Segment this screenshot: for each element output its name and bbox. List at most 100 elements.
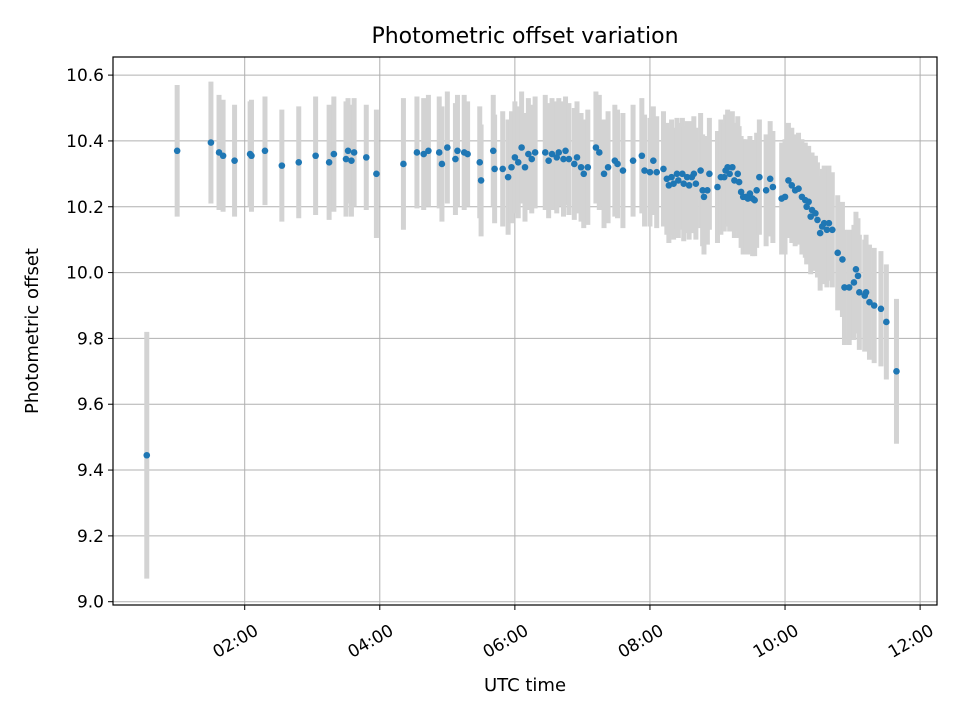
data-point	[499, 165, 507, 173]
data-point	[816, 229, 824, 237]
data-point	[444, 144, 451, 151]
data-point	[814, 216, 821, 224]
data-point	[769, 183, 777, 191]
data-point	[852, 265, 860, 273]
data-point	[619, 167, 627, 174]
data-point	[219, 152, 227, 160]
data-point	[744, 195, 752, 202]
data-point	[312, 152, 319, 160]
plot-frame	[112, 56, 938, 606]
chart-title: Photometric offset variation	[371, 24, 678, 49]
data-point	[762, 186, 770, 194]
y-tick-label: 10.6	[66, 66, 104, 86]
data-point	[734, 170, 742, 178]
data-point	[692, 180, 700, 188]
data-point	[737, 188, 745, 196]
data-point	[278, 162, 286, 169]
data-point	[246, 150, 254, 158]
data-point	[504, 173, 512, 181]
y-tick-label: 10.4	[66, 132, 104, 152]
data-point	[697, 167, 704, 174]
data-point	[714, 183, 721, 191]
data-point	[854, 272, 862, 280]
x-tick-label: 06:00	[480, 621, 532, 663]
data-point	[735, 178, 743, 186]
data-point	[400, 160, 407, 168]
data-point	[788, 182, 796, 189]
data-point	[420, 150, 427, 158]
data-point	[856, 289, 863, 296]
data-point	[670, 180, 677, 188]
data-point	[518, 144, 525, 151]
data-point	[464, 150, 471, 158]
data-point	[685, 182, 693, 189]
y-tick-label: 10.0	[66, 264, 104, 284]
data-point	[595, 149, 603, 156]
y-tick-label: 9.0	[77, 593, 104, 613]
data-point	[690, 170, 698, 178]
data-point	[577, 163, 585, 171]
data-point	[704, 186, 711, 194]
data-point	[751, 196, 758, 204]
data-point	[489, 147, 497, 155]
data-point	[820, 219, 828, 227]
x-axis-label: UTC time	[484, 675, 566, 696]
y-tick-label: 9.2	[77, 527, 104, 547]
data-point	[668, 173, 675, 181]
data-point	[862, 289, 870, 296]
data-point	[720, 173, 728, 181]
data-point	[600, 170, 608, 178]
y-axis-ticks: 9.0 9.2 9.4 9.6 9.8 10.0 10.2 10.4 10.6	[66, 66, 113, 613]
data-point	[683, 173, 691, 181]
data-point	[883, 318, 890, 326]
data-point	[823, 226, 831, 234]
data-point	[565, 155, 573, 163]
data-point	[825, 219, 833, 227]
data-point	[795, 185, 802, 192]
data-point	[592, 144, 600, 151]
y-tick-label: 9.8	[77, 329, 104, 349]
data-point	[342, 155, 350, 163]
x-tick-label: 12:00	[885, 621, 937, 663]
y-tick-label: 9.6	[77, 395, 104, 415]
data-point	[348, 157, 355, 164]
data-point	[893, 368, 900, 375]
data-point	[476, 159, 484, 166]
data-point	[295, 159, 303, 166]
data-point	[839, 256, 846, 263]
data-point	[699, 186, 706, 194]
data-point	[646, 168, 654, 176]
data-point	[207, 139, 215, 146]
data-point	[325, 159, 333, 166]
data-point	[841, 284, 848, 291]
data-point	[573, 154, 581, 161]
data-point	[629, 157, 637, 164]
data-point	[834, 249, 842, 257]
data-point	[604, 163, 612, 171]
data-point	[706, 170, 713, 178]
data-point	[812, 210, 819, 217]
data-point	[525, 150, 532, 158]
data-point	[350, 149, 358, 156]
error-bars	[144, 81, 899, 579]
data-point	[373, 170, 380, 178]
x-tick-label: 02:00	[210, 621, 262, 663]
data-point	[680, 180, 688, 188]
data-point	[521, 163, 529, 171]
data-point	[143, 451, 151, 459]
data-point	[452, 155, 459, 163]
data-point	[756, 173, 763, 181]
data-point	[261, 147, 269, 155]
data-point	[724, 163, 731, 171]
data-point	[785, 177, 792, 184]
data-point	[425, 147, 432, 155]
data-point	[829, 226, 836, 234]
y-tick-label: 10.2	[66, 198, 104, 218]
data-point	[660, 165, 667, 173]
data-point	[746, 190, 754, 197]
data-point	[700, 193, 708, 201]
data-point	[454, 147, 461, 155]
y-tick-label: 9.4	[77, 461, 104, 481]
data-point	[845, 284, 853, 291]
